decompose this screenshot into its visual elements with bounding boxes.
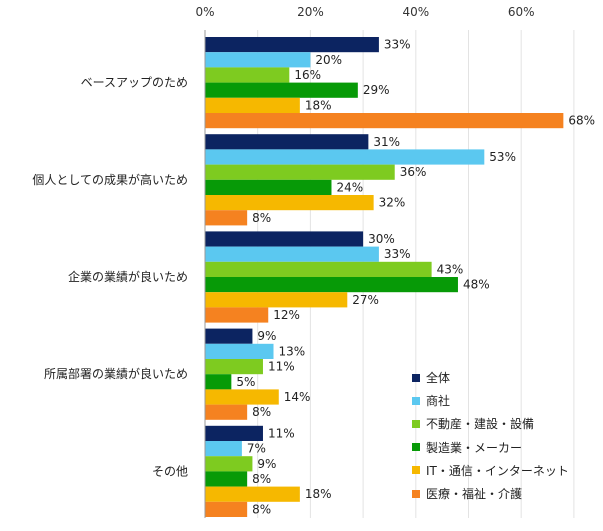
bar: [205, 404, 248, 420]
data-label: 31%: [373, 135, 400, 149]
bar: [205, 343, 274, 359]
bar: [205, 486, 300, 502]
data-label: 18%: [305, 487, 332, 501]
legend-swatch: [412, 419, 420, 428]
legend-label: 医療・福祉・介護: [426, 487, 523, 502]
bar: [205, 389, 279, 405]
bar: [205, 277, 458, 293]
data-label: 5%: [236, 375, 255, 389]
bar: [205, 307, 269, 323]
bar: [205, 261, 432, 277]
data-label: 29%: [363, 83, 390, 97]
legend-swatch: [412, 396, 420, 405]
x-tick-label: 0%: [195, 5, 214, 19]
bar: [205, 231, 364, 247]
bar: [205, 425, 263, 441]
bar: [205, 456, 253, 472]
data-label: 8%: [252, 472, 271, 486]
data-label: 9%: [257, 457, 276, 471]
category-label: ベースアップのため: [81, 76, 188, 90]
data-label: 43%: [437, 262, 464, 276]
data-label: 7%: [247, 442, 266, 456]
bar: [205, 97, 300, 113]
legend-swatch: [412, 443, 420, 452]
bar: [205, 328, 253, 344]
legend-item: 製造業・メーカー: [412, 436, 569, 459]
x-axis-ticks: 0% 20% 40% 60%: [195, 5, 534, 19]
data-label: 8%: [252, 405, 271, 419]
data-label: 68%: [568, 114, 595, 128]
data-label: 9%: [257, 329, 276, 343]
category-label: 個人としての成果が高いため: [32, 172, 188, 187]
bar: [205, 292, 348, 308]
legend-swatch: [412, 489, 420, 498]
data-label: 36%: [400, 165, 427, 179]
legend-label: 不動産・建設・設備: [426, 417, 535, 432]
bar: [205, 134, 369, 150]
data-label: 18%: [305, 98, 332, 112]
bar: [205, 195, 374, 211]
data-labels: 33%20%16%29%18%68%31%53%36%24%32%8%30%33…: [236, 38, 595, 517]
legend-label: 製造業・メーカー: [426, 440, 523, 455]
data-label: 30%: [368, 232, 395, 246]
bar: [205, 501, 248, 517]
category-label: 所属部署の業績が良いため: [44, 366, 188, 381]
bar: [205, 210, 248, 226]
legend-swatch: [412, 373, 420, 382]
data-label: 8%: [252, 211, 271, 225]
bar: [205, 246, 379, 262]
bar: [205, 67, 290, 83]
legend-label: IT・通信・インターネット: [426, 463, 569, 478]
bar: [205, 374, 232, 390]
legend-swatch: [412, 466, 420, 475]
bar: [205, 359, 263, 375]
legend-item: 不動産・建設・設備: [412, 412, 569, 435]
x-tick-label: 40%: [402, 5, 429, 19]
category-label: その他: [152, 464, 188, 478]
data-label: 13%: [279, 344, 306, 358]
data-label: 27%: [352, 293, 379, 307]
data-label: 48%: [463, 278, 490, 292]
bar: [205, 37, 379, 53]
bar: [205, 149, 485, 165]
data-label: 33%: [384, 247, 411, 261]
legend-label: 商社: [426, 394, 451, 409]
data-label: 11%: [268, 360, 295, 374]
data-label: 11%: [268, 426, 295, 440]
legend-label: 全体: [426, 371, 451, 386]
data-label: 14%: [284, 390, 311, 404]
data-label: 32%: [379, 196, 406, 210]
bar: [205, 441, 242, 457]
data-label: 20%: [315, 53, 342, 67]
legend-item: IT・通信・インターネット: [412, 459, 569, 482]
legend: 全体商社不動産・建設・設備 製造業・メーカー IT・通信・インターネット 医療・福祉・…: [412, 366, 569, 505]
category-label: 企業の業績が良いため: [68, 269, 188, 284]
data-label: 53%: [489, 150, 516, 164]
data-label: 8%: [252, 502, 271, 516]
bar: [205, 113, 564, 129]
bar: [205, 52, 311, 68]
x-tick-label: 20%: [297, 5, 324, 19]
category-labels: ベースアップのため個人としての成果が高いため企業の業績が良いため所属部署の業績が…: [32, 76, 188, 479]
x-tick-label: 60%: [508, 5, 535, 19]
data-label: 33%: [384, 38, 411, 52]
legend-item: 全体: [412, 366, 569, 389]
data-label: 24%: [336, 180, 363, 194]
legend-item: 医療・福祉・介護: [412, 482, 569, 505]
data-label: 16%: [294, 68, 321, 82]
legend-item: 商社: [412, 389, 569, 412]
bar: [205, 164, 395, 180]
data-label: 12%: [273, 308, 300, 322]
bar: [205, 179, 332, 195]
bars: [205, 37, 564, 517]
bar: [205, 471, 248, 487]
bar: [205, 82, 358, 98]
